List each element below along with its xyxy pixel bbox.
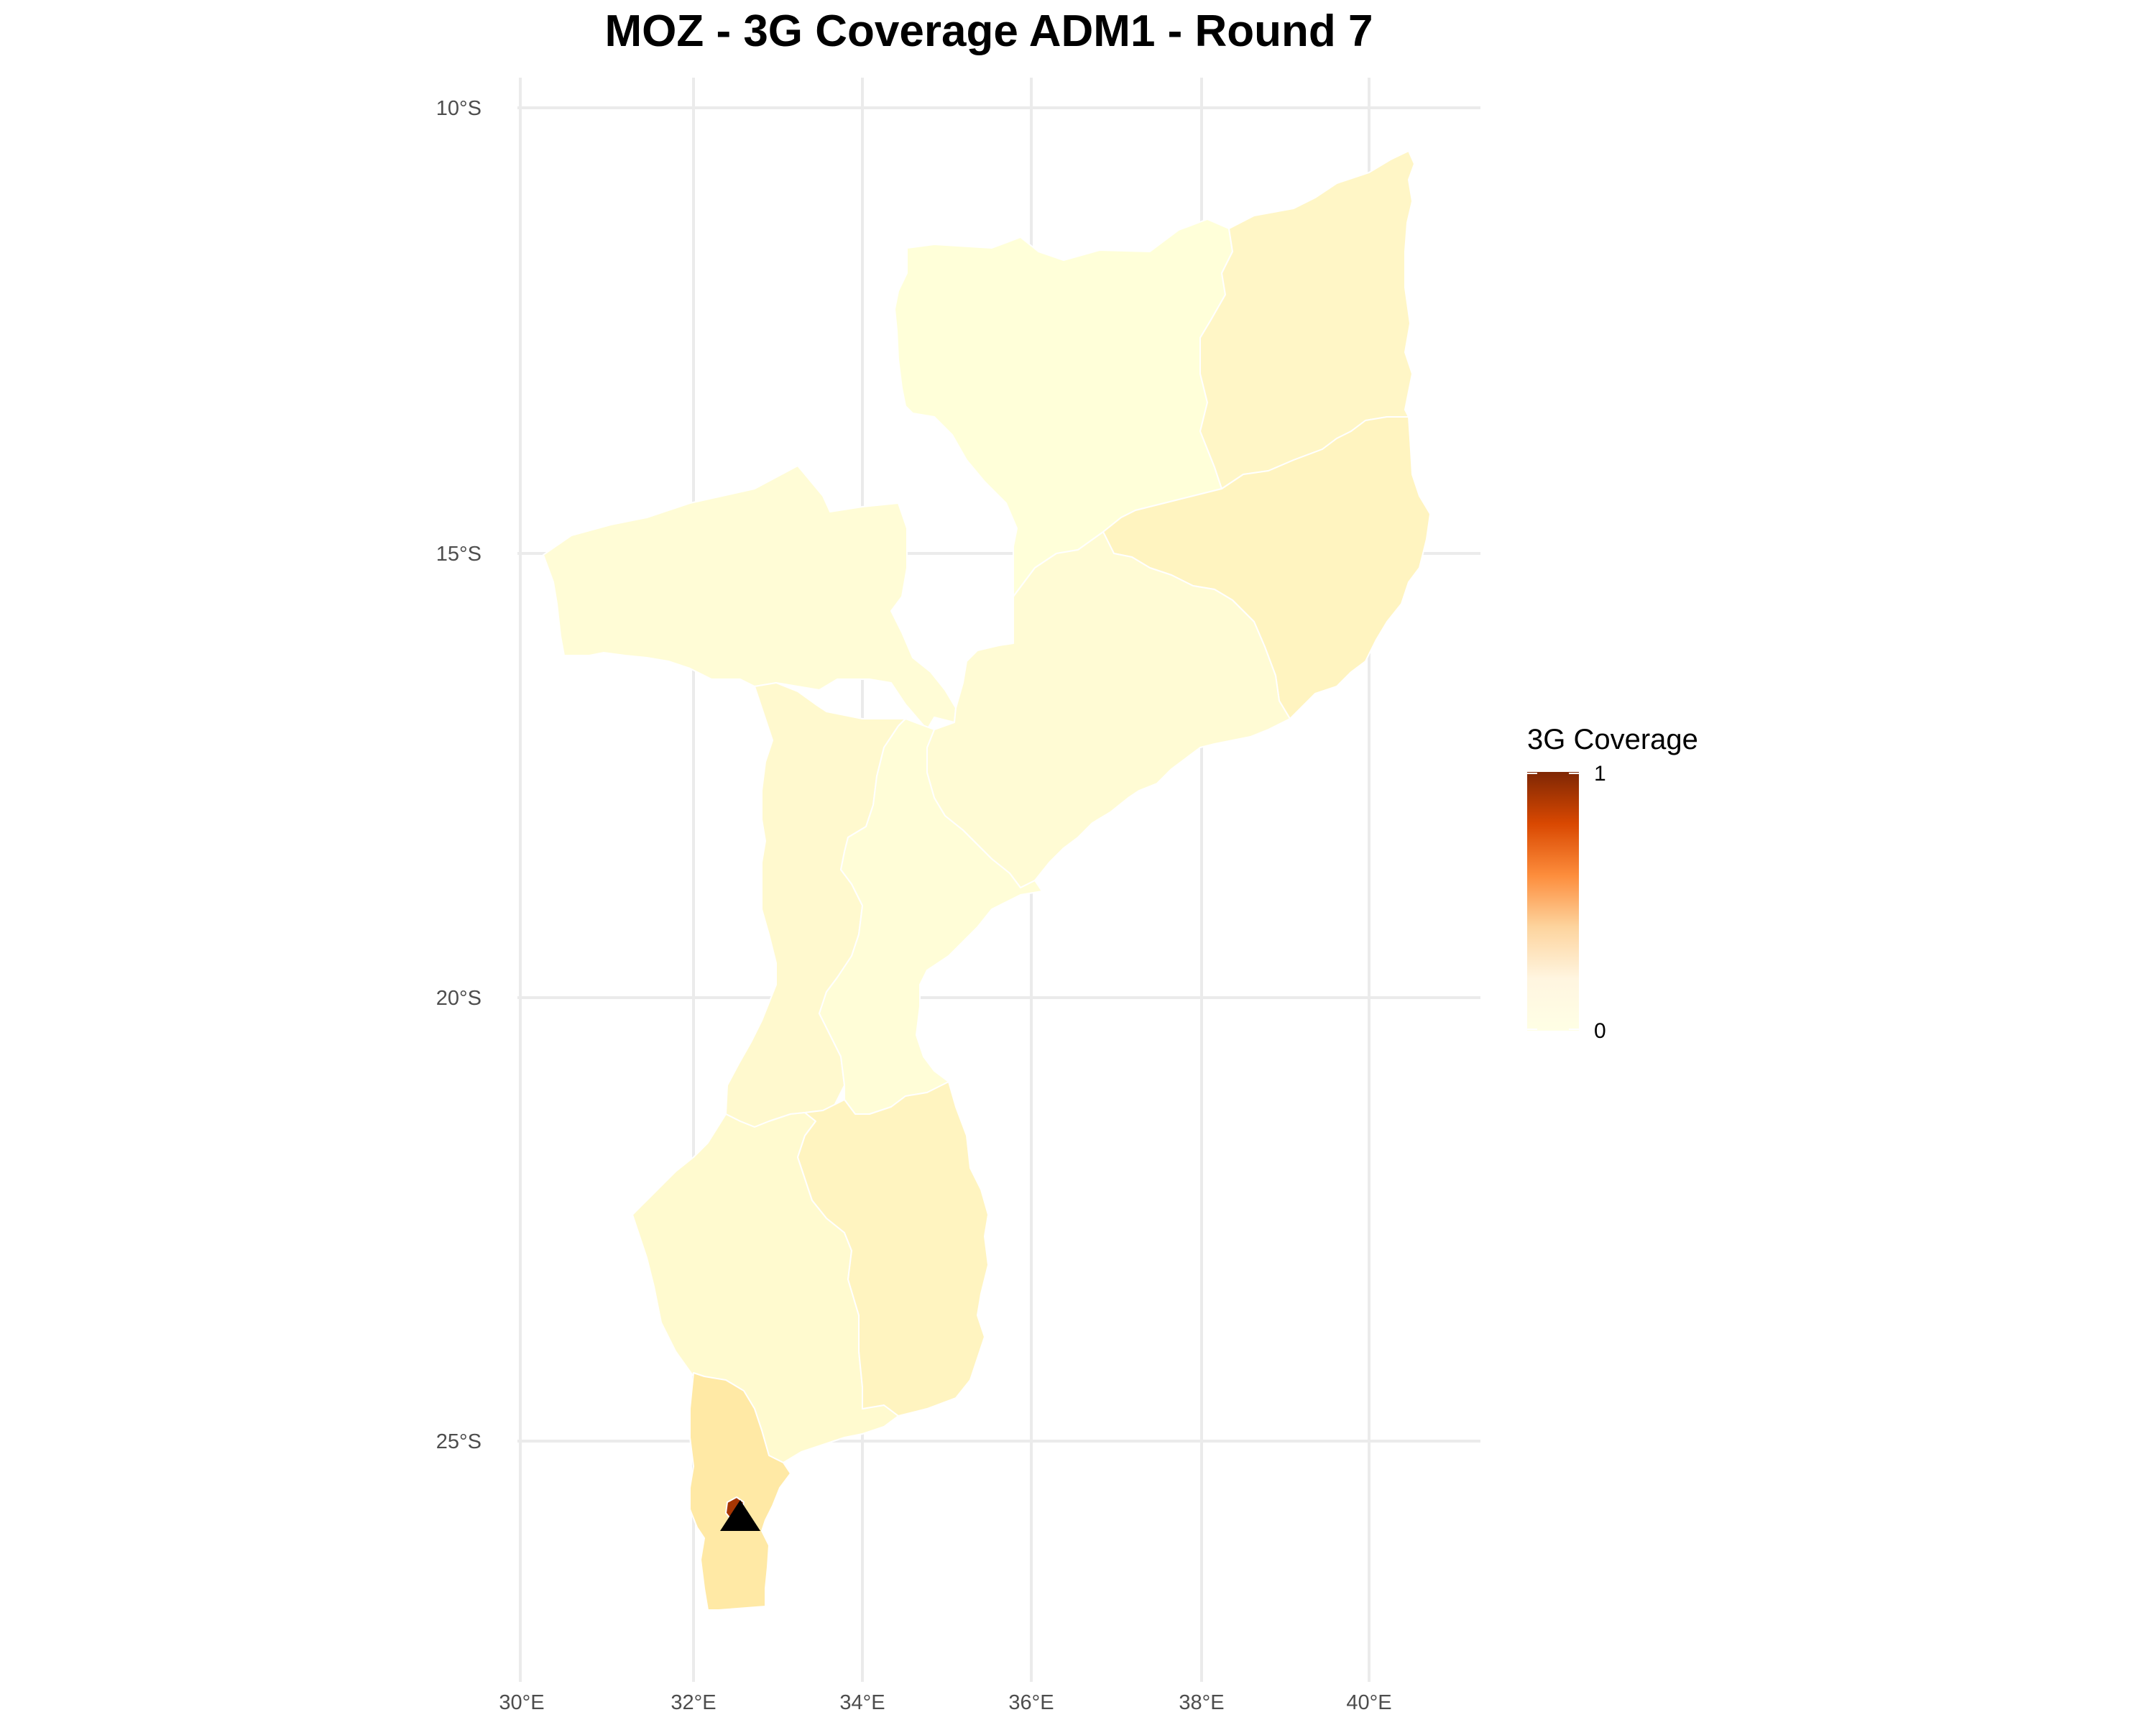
x-tick-label: 34°E <box>839 1691 885 1714</box>
y-axis-labels: 10°S 15°S 20°S 25°S <box>436 97 482 1453</box>
x-axis-labels: 30°E 32°E 34°E 36°E 38°E 40°E <box>499 1691 1391 1714</box>
region-inhambane[interactable] <box>797 1081 989 1417</box>
x-tick-label: 38°E <box>1179 1691 1224 1714</box>
legend-colorbar <box>1527 772 1579 1031</box>
y-tick-label: 25°S <box>436 1430 482 1453</box>
y-tick-label: 20°S <box>436 987 482 1010</box>
x-tick-label: 36°E <box>1008 1691 1054 1714</box>
x-tick-label: 32°E <box>671 1691 716 1714</box>
region-tete[interactable] <box>543 465 957 730</box>
region-maputo-province[interactable] <box>689 1372 791 1611</box>
y-tick-label: 10°S <box>436 97 482 120</box>
legend-title: 3G Coverage <box>1527 724 1698 755</box>
capital-marker-triangle <box>720 1500 760 1531</box>
map-title: MOZ - 3G Coverage ADM1 - Round 7 <box>604 6 1373 56</box>
legend: 3G Coverage 1 0 <box>1527 724 1698 1043</box>
x-tick-label: 40°E <box>1346 1691 1391 1714</box>
x-tick-label: 30°E <box>499 1691 544 1714</box>
legend-max-label: 1 <box>1594 762 1606 786</box>
y-tick-label: 15°S <box>436 543 482 566</box>
panel-grid <box>517 78 1480 1682</box>
legend-min-label: 0 <box>1594 1019 1606 1043</box>
provinces <box>543 150 1431 1611</box>
region-zambezia[interactable] <box>926 531 1291 888</box>
